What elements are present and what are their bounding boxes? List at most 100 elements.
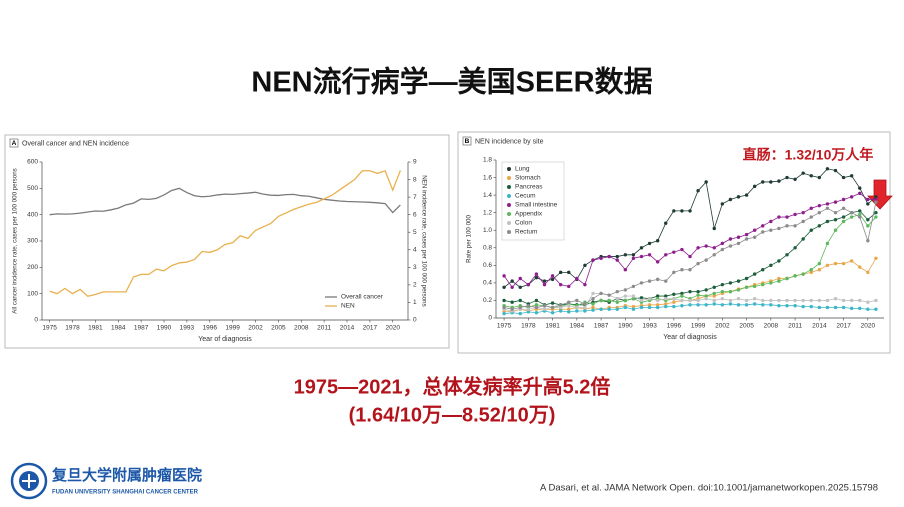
y2-tick-label: 9 — [413, 159, 417, 166]
data-point — [825, 167, 830, 171]
data-point — [728, 244, 733, 248]
x-axis-label: Year of diagnosis — [663, 334, 717, 341]
data-point — [866, 224, 870, 228]
x-tick-label: 2008 — [764, 323, 779, 330]
x-tick-label: 1975 — [42, 325, 57, 332]
data-point — [558, 270, 563, 275]
data-point — [680, 298, 684, 303]
y-tick-label: 1.2 — [483, 209, 492, 216]
x-tick-label: 1987 — [134, 325, 149, 332]
data-point — [761, 180, 765, 184]
data-point — [801, 171, 805, 175]
data-point — [615, 300, 619, 304]
data-point — [712, 285, 716, 289]
data-point — [761, 230, 765, 234]
data-point — [785, 276, 789, 281]
data-point — [769, 228, 773, 232]
data-point — [833, 217, 838, 222]
data-point — [615, 296, 619, 301]
data-point — [849, 306, 854, 311]
y2-tick-label: 2 — [413, 282, 417, 289]
data-point — [777, 215, 781, 219]
data-point — [809, 298, 813, 303]
data-point — [785, 304, 789, 308]
x-tick-label: 2020 — [861, 323, 876, 330]
x-tick-label: 1984 — [570, 323, 585, 330]
data-point — [744, 232, 749, 237]
data-point — [793, 298, 797, 303]
data-point — [849, 195, 854, 199]
data-point — [518, 276, 522, 281]
panel-label-box — [9, 138, 19, 148]
data-point — [785, 175, 789, 180]
data-point — [672, 296, 676, 301]
data-point — [777, 298, 781, 303]
y-tick-label: 200 — [27, 264, 38, 271]
legend-label: Cecum — [515, 193, 536, 200]
x-tick-label: 1993 — [642, 323, 657, 330]
data-point — [664, 253, 668, 257]
data-point — [615, 258, 619, 262]
x-tick-label: 2005 — [739, 323, 754, 330]
data-point — [599, 298, 603, 303]
data-point — [736, 279, 741, 283]
data-point — [680, 268, 684, 272]
data-point — [793, 224, 797, 228]
data-point — [858, 265, 862, 269]
data-point — [785, 215, 789, 219]
data-point — [809, 270, 813, 275]
legend-label: Pancreas — [515, 184, 543, 191]
data-point — [858, 209, 862, 213]
data-point — [672, 304, 676, 309]
data-point — [655, 305, 660, 310]
data-point — [761, 224, 765, 228]
data-point — [744, 285, 749, 289]
data-point — [841, 197, 846, 202]
data-point — [647, 241, 652, 246]
data-point — [736, 195, 741, 199]
x-tick-label: 1981 — [88, 325, 103, 332]
legend-label: Rectum — [515, 229, 537, 236]
data-point — [849, 210, 854, 215]
data-point — [647, 279, 652, 283]
legend-label: Colon — [515, 220, 532, 227]
y2-tick-label: 3 — [413, 264, 417, 271]
chart-title: NEN incidence by site — [475, 138, 544, 145]
legend-label: Lung — [515, 166, 530, 173]
data-point — [841, 175, 846, 180]
data-point — [777, 259, 781, 263]
data-point — [858, 306, 862, 311]
y-tick-label: 0 — [34, 317, 38, 324]
data-point — [631, 296, 636, 301]
x-tick-label: 1990 — [157, 325, 172, 332]
data-point — [817, 261, 822, 266]
data-point — [526, 307, 531, 311]
x-tick-label: 1984 — [111, 325, 126, 332]
y-tick-label: 600 — [27, 159, 38, 166]
series-line — [49, 169, 401, 298]
data-point — [591, 305, 595, 310]
data-point — [655, 303, 660, 307]
panel-frame — [4, 134, 450, 349]
data-point — [583, 282, 587, 287]
arrow — [867, 179, 893, 210]
data-point — [874, 215, 878, 219]
data-point — [712, 226, 716, 231]
data-point — [752, 235, 757, 239]
y-tick-label: 300 — [27, 238, 38, 245]
y2-tick-label: 7 — [413, 194, 417, 201]
data-point — [712, 291, 716, 296]
data-point — [607, 298, 611, 303]
data-point — [510, 285, 514, 289]
panel-label: B — [465, 138, 470, 145]
summary-line: 1975—2021，总体发病率升高5.2倍 — [294, 374, 611, 398]
data-point — [720, 296, 725, 301]
data-point — [664, 304, 668, 309]
data-point — [874, 298, 878, 303]
data-point — [567, 310, 571, 314]
data-point — [874, 256, 878, 261]
logo-name-en: FUDAN UNIVERSITY SHANGHAI CANCER CENTER — [52, 490, 199, 496]
data-point — [575, 309, 579, 313]
data-point — [769, 263, 773, 268]
data-point — [866, 270, 870, 275]
